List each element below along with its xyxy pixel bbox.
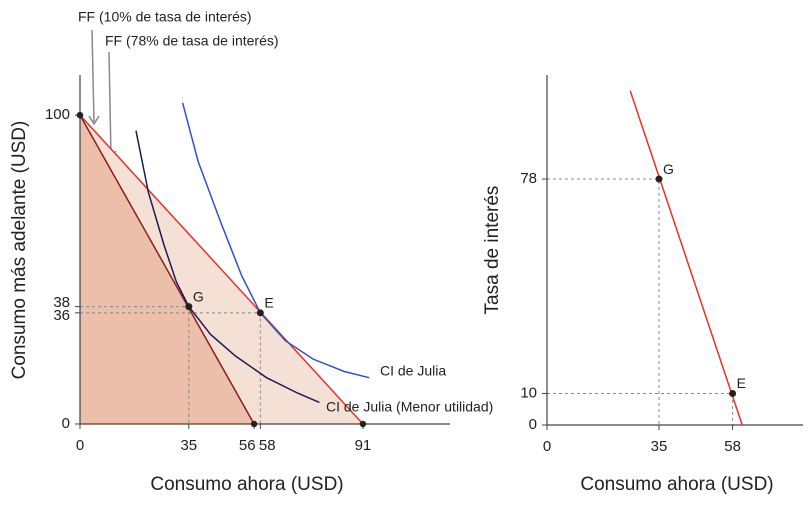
point [256,309,264,317]
series-label: FF (78% de tasa de interés) [105,33,279,49]
x-tick-label: 58 [259,437,276,454]
y-tick-label: 38 [53,294,70,311]
series-label: CI de Julia [380,363,446,379]
y-tick-label: 100 [45,106,70,123]
y-axis-title: Consumo más adelante (USD) [9,121,30,380]
point-label: E [737,375,746,391]
arrow [91,29,95,123]
point-label: E [264,295,273,311]
x-axis-title: Consumo ahora (USD) [580,474,773,495]
point [729,389,737,397]
x-tick-label: 35 [651,438,668,455]
x-tick-label: 35 [180,437,197,454]
y-tick-label: 0 [62,415,70,432]
guide-line [547,392,734,425]
y-tick-label: 10 [520,384,537,401]
x-tick-label: 0 [76,437,84,454]
x-axis-title: Consumo ahora (USD) [150,474,343,495]
y-axis-title: Tasa de interés [482,186,503,315]
arrow-head [88,115,100,126]
series-label: CI de Julia (Menor utilidad) [326,399,493,415]
x-tick-label: 0 [543,438,551,455]
x-tick-label: 58 [724,438,741,455]
point-label: G [663,161,674,177]
arrow [108,51,112,158]
end-marker [250,420,258,428]
point-label: G [193,288,204,304]
point [185,303,193,311]
y-tick-label: 36 [53,307,70,324]
point [655,175,663,183]
end-marker [359,420,367,428]
end-marker [76,111,84,119]
series-line [79,114,364,425]
guide-line [547,178,660,425]
x-tick-label: 91 [355,437,372,454]
y-tick-label: 0 [529,416,537,433]
y-tick-label: 78 [520,170,537,187]
series-line [629,90,743,426]
series-line [135,130,320,404]
series-label: FF (10% de tasa de interés) [78,9,252,25]
series-line [79,114,255,425]
x-tick-label: 56 [239,437,256,454]
